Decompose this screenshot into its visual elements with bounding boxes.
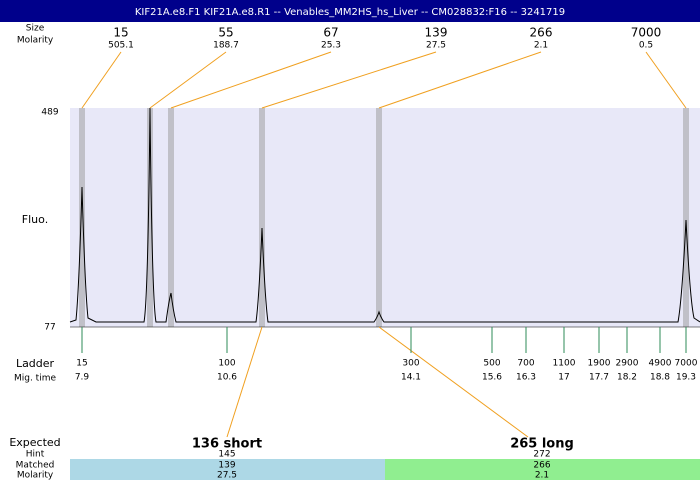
product-molarity: 27.5 (217, 471, 237, 480)
peak-molarity: 505.1 (108, 41, 134, 51)
peak-molarity: 25.3 (321, 41, 341, 51)
peak-size: 67 (323, 26, 338, 40)
ladder-time: 18.2 (617, 373, 637, 383)
peak-molarity: 2.1 (534, 41, 548, 51)
hint-label: Hint (26, 450, 45, 460)
product-hint: 145 (218, 450, 235, 460)
peak-connector (261, 51, 437, 109)
connector (378, 326, 529, 438)
ladder-time: 19.3 (676, 373, 696, 383)
peak-connector (378, 51, 542, 109)
expected-label: Expected (9, 436, 60, 449)
ladder-time: 17 (558, 373, 569, 383)
ladder-size: 700 (517, 359, 534, 369)
ladder-time: 17.7 (589, 373, 609, 383)
ladder-time: 14.1 (401, 373, 421, 383)
ladder-size: 2900 (616, 359, 639, 369)
ladder-size: 500 (483, 359, 500, 369)
product-hint: 272 (533, 450, 550, 460)
ladder-time: 15.6 (482, 373, 502, 383)
peak-size: 7000 (631, 26, 662, 40)
molarity-row-label: Molarity (17, 471, 54, 480)
connector (226, 326, 263, 438)
ladder-size: 300 (402, 359, 419, 369)
product-name: 265 long (510, 437, 574, 452)
ladder-time: 10.6 (217, 373, 237, 383)
peak-band (147, 108, 153, 327)
ladder-size: 7000 (675, 359, 698, 369)
peak-molarity: 0.5 (639, 41, 653, 51)
peak-band (168, 108, 174, 327)
matched-label: Matched (16, 461, 55, 471)
ladder-time: 7.9 (75, 373, 90, 383)
product-bar (70, 459, 385, 480)
peak-band (259, 108, 265, 327)
peak-connector (645, 51, 687, 109)
peak-connector (81, 51, 122, 109)
peak-size: 55 (218, 26, 233, 40)
product-bar (385, 459, 700, 480)
ladder-size: 4900 (649, 359, 672, 369)
ladder-time: 18.8 (650, 373, 670, 383)
ladder-label: Ladder (16, 357, 55, 370)
header-bar (0, 0, 700, 22)
ladder-size: 1900 (588, 359, 611, 369)
molarity-label: Molarity (17, 36, 54, 46)
size-label: Size (26, 24, 45, 34)
header-title: KIF21A.e8.F1 KIF21A.e8.R1 -- Venables_MM… (135, 7, 565, 18)
ladder-size: 100 (218, 359, 235, 369)
peak-size: 15 (113, 26, 128, 40)
product-molarity: 2.1 (535, 471, 549, 480)
peak-connector (170, 51, 332, 109)
peak-molarity: 188.7 (213, 41, 239, 51)
peak-band (683, 108, 689, 327)
ladder-size: 15 (76, 359, 87, 369)
peak-size: 266 (530, 26, 553, 40)
plot-area (70, 108, 700, 327)
mig-time-label: Mig. time (14, 374, 56, 384)
peak-band (79, 108, 85, 327)
y-max-label: 489 (41, 108, 58, 118)
y-axis-label: Fluo. (22, 213, 48, 226)
y-min-label: 77 (44, 323, 55, 333)
product-name: 136 short (192, 437, 262, 452)
product-matched: 266 (533, 461, 550, 471)
peak-connector (149, 51, 227, 109)
ladder-size: 1100 (553, 359, 576, 369)
peak-molarity: 27.5 (426, 41, 446, 51)
peak-bands (79, 108, 689, 327)
peak-band (376, 108, 382, 327)
ladder-time: 16.3 (516, 373, 536, 383)
peak-size: 139 (425, 26, 448, 40)
product-matched: 139 (218, 461, 235, 471)
trace (69, 107, 700, 323)
